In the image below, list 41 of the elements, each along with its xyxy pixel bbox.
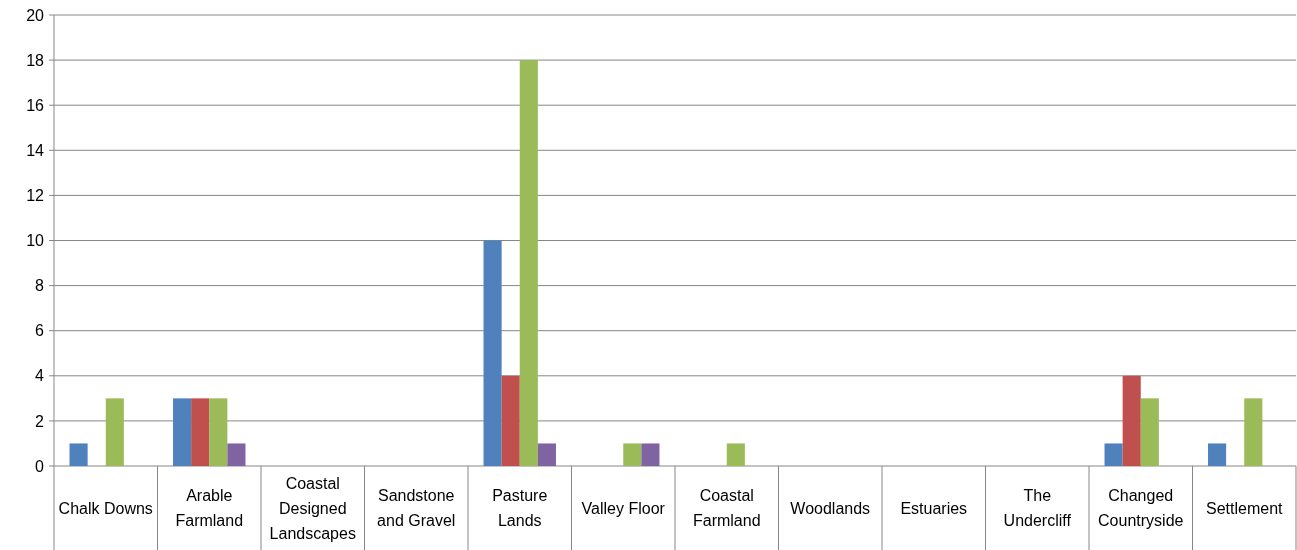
x-tick-label: Sandstone and Gravel: [377, 487, 456, 530]
bar: [1122, 375, 1141, 466]
y-tick-label: 0: [35, 457, 45, 475]
bar: [501, 375, 520, 466]
y-tick-label: 8: [35, 277, 45, 295]
y-tick-label: 14: [26, 141, 45, 159]
x-tick-label: Pasture Lands: [492, 487, 548, 530]
bar: [1140, 398, 1159, 466]
y-tick-label: 10: [26, 232, 45, 250]
y-tick-label: 12: [26, 187, 45, 204]
x-tick-label: Coastal Designed Landscapes: [269, 474, 356, 542]
bar: [519, 60, 538, 466]
bar: [209, 398, 228, 466]
bar: [623, 443, 642, 466]
x-tick-label: Chalk Downs: [58, 499, 153, 517]
bar: [191, 398, 210, 466]
y-tick-label: 6: [35, 322, 45, 340]
bar: [641, 443, 660, 466]
bar: [173, 398, 192, 466]
x-tick-label: The Undercliff: [1003, 487, 1072, 530]
bar: [1208, 443, 1227, 466]
bar: [726, 443, 745, 466]
bar: [483, 240, 502, 466]
x-tick-label: Estuaries: [900, 499, 968, 517]
bar: [69, 443, 88, 466]
bar: [1244, 398, 1263, 466]
bar: [227, 443, 246, 466]
bar: [1104, 443, 1123, 466]
y-tick-label: 2: [35, 412, 45, 430]
x-tick-label: Changed Countryside: [1098, 487, 1184, 530]
x-tick-label: Coastal Farmland: [692, 487, 761, 530]
bar: [537, 443, 556, 466]
y-tick-label: 20: [26, 6, 45, 24]
bar: [105, 398, 124, 466]
y-tick-label: 16: [26, 96, 45, 114]
y-tick-label: 18: [26, 51, 45, 69]
x-tick-label: Settlement: [1206, 499, 1284, 517]
x-tick-label: Arable Farmland: [175, 487, 244, 530]
y-tick-label: 4: [35, 367, 45, 385]
x-tick-label: Woodlands: [790, 499, 871, 517]
x-tick-label: Valley Floor: [581, 499, 666, 517]
